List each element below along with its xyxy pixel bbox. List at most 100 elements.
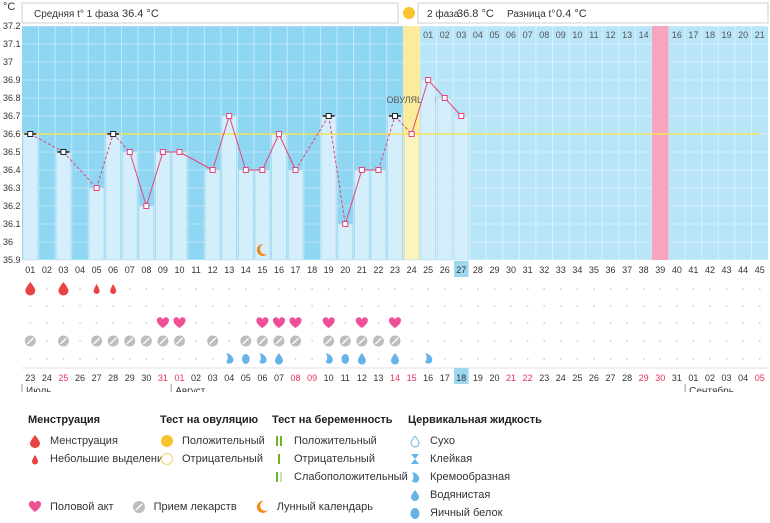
predicted-period-column [651,26,669,260]
empty-slot-dot [708,288,711,290]
empty-slot-dot [95,358,98,360]
empty-slot-dot [758,288,761,290]
temperature-bar [287,169,304,261]
cycle-day-label: 14 [241,265,251,275]
temperature-line-segment [63,151,97,189]
temperature-point [275,131,282,137]
calendar-date-label: 08 [291,373,301,383]
empty-slot-dot [195,288,198,290]
empty-slot-dot [675,288,678,290]
empty-slot-dot [244,322,247,324]
faint-line-icon [272,470,286,484]
legend-label: Водянистая [430,489,491,501]
pill-icon-stripe [209,337,217,345]
cycle-day-label: 13 [224,265,234,275]
empty-slot-dot [493,340,496,342]
empty-slot-dot [228,340,231,342]
pill-icon-stripe [391,337,399,345]
empty-slot-dot [145,288,148,290]
empty-slot-dot [45,305,48,307]
temperature-line-segment [328,115,346,225]
empty-slot-dot [642,322,645,324]
heart-icon [173,317,186,328]
empty-slot-dot [261,305,264,307]
empty-slot-dot [576,358,579,360]
empty-slot-dot [626,305,629,307]
calendar-date-label: 03 [722,373,732,383]
empty-slot-dot [327,288,330,290]
empty-slot-dot [510,322,513,324]
cycle-day-label: 01 [25,265,35,275]
cycle-day-label: 05 [92,265,102,275]
empty-slot-dot [410,322,413,324]
empty-slot-dot [543,340,546,342]
phase2-day-label: 21 [755,30,765,40]
empty-slot-dot [510,340,513,342]
empty-slot-dot [742,340,745,342]
calendar-date-label: 21 [506,373,516,383]
cycle-day-label: 06 [108,265,118,275]
sticky-icon [408,452,422,466]
spotting-drop-icon [93,284,100,294]
empty-slot-dot [675,305,678,307]
empty-slot-dot [327,305,330,307]
calendar-date-label: 20 [489,373,499,383]
empty-slot-dot [79,288,82,290]
empty-slot-dot [443,340,446,342]
cycle-day-label: 45 [755,265,765,275]
temperature-bar [221,115,237,261]
empty-slot-dot [145,305,148,307]
empty-slot-dot [79,305,82,307]
legend-spotting-item: Небольшие выделения [28,450,169,468]
legend-label: Кремообразная [430,471,511,483]
empty-slot-dot [128,305,131,307]
y-tick-label: 37.2 [3,21,21,31]
cycle-day-label: 22 [373,265,383,275]
phase2-day-label: 07 [523,30,533,40]
empty-slot-dot [228,288,231,290]
empty-slot-dot [742,288,745,290]
bbt-chart: °C Средняя t° 1 фаза 36.4 °C 2 фаза 36.8… [3,1,769,392]
empty-slot-dot [758,340,761,342]
calendar-date-label: 24 [556,373,566,383]
temperature-bar [370,169,386,261]
temperature-point [60,149,67,155]
cycle-day-label: 34 [572,265,582,275]
calendar-date-label: 29 [639,373,649,383]
empty-slot-dot [609,322,612,324]
empty-slot-dot [79,358,82,360]
empty-slot-dot [294,288,297,290]
egg-white-fluid-icon [341,354,350,364]
empty-slot-dot [29,305,32,307]
empty-slot-dot [443,322,446,324]
cycle-day-label: 25 [423,265,433,275]
calendar-date-label: 07 [274,373,284,383]
empty-slot-dot [161,288,164,290]
calendar-date-label: 19 [473,373,483,383]
y-tick-label: 36.6 [3,129,21,139]
empty-slot-dot [742,305,745,307]
y-tick-label: 36.5 [3,147,21,157]
phase1-avg-value: 36.4 °C [122,8,159,20]
pill-icon-stripe [126,337,134,345]
empty-slot-dot [758,358,761,360]
empty-slot-dot [742,358,745,360]
small-drop-icon [28,452,42,466]
empty-slot-dot [725,322,728,324]
empty-slot-dot [211,358,214,360]
temperature-point [292,167,299,173]
empty-slot-dot [659,322,662,324]
double-line-icon [272,434,286,448]
phase2-day-label: 18 [705,30,715,40]
empty-slot-dot [112,322,115,324]
empty-slot-dot [510,288,513,290]
cycle-day-label: 31 [523,265,533,275]
phase2-day-label: 12 [606,30,616,40]
empty-slot-dot [410,305,413,307]
empty-slot-dot [410,288,413,290]
calendar-date-label: 22 [523,373,533,383]
temperature-point [159,149,166,155]
calendar-date-label: 16 [423,373,433,383]
empty-slot-dot [211,288,214,290]
cycle-day-label: 26 [440,265,450,275]
